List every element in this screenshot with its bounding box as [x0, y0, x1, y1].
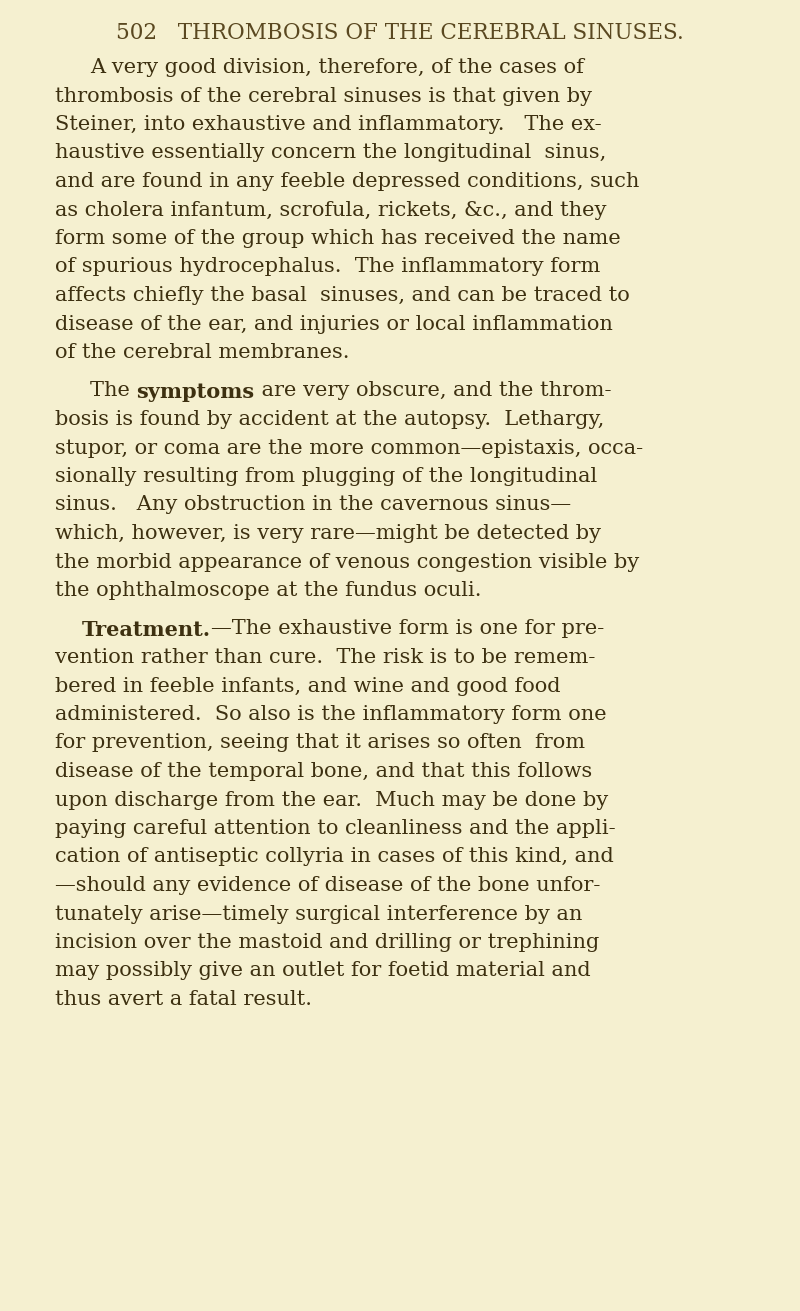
Text: the morbid appearance of venous congestion visible by: the morbid appearance of venous congesti… — [55, 552, 639, 572]
Text: thus avert a fatal result.: thus avert a fatal result. — [55, 990, 312, 1009]
Text: sionally resulting from plugging of the longitudinal: sionally resulting from plugging of the … — [55, 467, 598, 486]
Text: the ophthalmoscope at the fundus oculi.: the ophthalmoscope at the fundus oculi. — [55, 581, 482, 600]
Text: for prevention, seeing that it arises so often  from: for prevention, seeing that it arises so… — [55, 733, 585, 753]
Text: affects chiefly the basal  sinuses, and can be traced to: affects chiefly the basal sinuses, and c… — [55, 286, 630, 305]
Text: as cholera infantum, scrofula, rickets, &c., and they: as cholera infantum, scrofula, rickets, … — [55, 201, 606, 219]
Text: and are found in any feeble depressed conditions, such: and are found in any feeble depressed co… — [55, 172, 639, 191]
Text: incision over the mastoid and drilling or trephining: incision over the mastoid and drilling o… — [55, 933, 599, 952]
Text: paying careful attention to cleanliness and the appli-: paying careful attention to cleanliness … — [55, 819, 616, 838]
Text: sinus.   Any obstruction in the cavernous sinus—: sinus. Any obstruction in the cavernous … — [55, 496, 571, 514]
Text: thrombosis of the cerebral sinuses is that given by: thrombosis of the cerebral sinuses is th… — [55, 87, 592, 105]
Text: bosis is found by accident at the autopsy.  Lethargy,: bosis is found by accident at the autops… — [55, 410, 604, 429]
Text: A very good division, therefore, of the cases of: A very good division, therefore, of the … — [90, 58, 584, 77]
Text: 502   THROMBOSIS OF THE CEREBRAL SINUSES.: 502 THROMBOSIS OF THE CEREBRAL SINUSES. — [116, 22, 684, 45]
Text: may possibly give an outlet for foetid material and: may possibly give an outlet for foetid m… — [55, 961, 590, 981]
Text: Treatment.: Treatment. — [82, 620, 210, 640]
Text: are very obscure, and the throm-: are very obscure, and the throm- — [254, 382, 611, 400]
Text: of spurious hydrocephalus.  The inflammatory form: of spurious hydrocephalus. The inflammat… — [55, 257, 600, 277]
Text: vention rather than cure.  The risk is to be remem-: vention rather than cure. The risk is to… — [55, 648, 595, 667]
Text: disease of the temporal bone, and that this follows: disease of the temporal bone, and that t… — [55, 762, 592, 781]
Text: of the cerebral membranes.: of the cerebral membranes. — [55, 343, 350, 362]
Text: disease of the ear, and injuries or local inflammation: disease of the ear, and injuries or loca… — [55, 315, 613, 333]
Text: cation of antiseptic collyria in cases of this kind, and: cation of antiseptic collyria in cases o… — [55, 847, 614, 867]
Text: Steiner, into exhaustive and inflammatory.   The ex-: Steiner, into exhaustive and inflammator… — [55, 115, 602, 134]
Text: haustive essentially concern the longitudinal  sinus,: haustive essentially concern the longitu… — [55, 143, 606, 163]
Text: upon discharge from the ear.  Much may be done by: upon discharge from the ear. Much may be… — [55, 791, 608, 809]
Text: bered in feeble infants, and wine and good food: bered in feeble infants, and wine and go… — [55, 676, 561, 696]
Text: form some of the group which has received the name: form some of the group which has receive… — [55, 229, 621, 248]
Text: stupor, or coma are the more common—epistaxis, occa-: stupor, or coma are the more common—epis… — [55, 438, 643, 458]
Text: which, however, is very rare—might be detected by: which, however, is very rare—might be de… — [55, 524, 601, 543]
Text: administered.  So also is the inflammatory form one: administered. So also is the inflammator… — [55, 705, 606, 724]
Text: tunately arise—timely surgical interference by an: tunately arise—timely surgical interfere… — [55, 905, 582, 923]
Text: symptoms: symptoms — [137, 382, 254, 401]
Text: —The exhaustive form is one for pre-: —The exhaustive form is one for pre- — [210, 620, 604, 638]
Text: —should any evidence of disease of the bone unfor-: —should any evidence of disease of the b… — [55, 876, 600, 895]
Text: The: The — [90, 382, 137, 400]
